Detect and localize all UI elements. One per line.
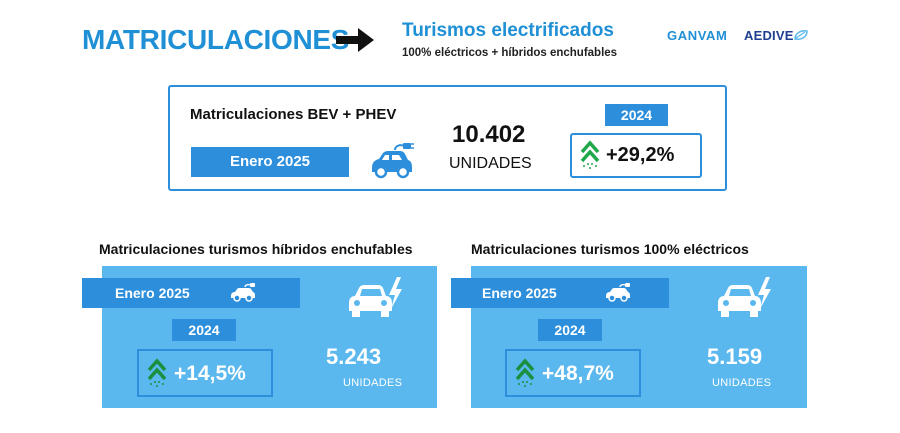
summary-value: 10.402	[452, 121, 526, 148]
electric-car-icon	[349, 277, 402, 317]
bev-unit: UNIDADES	[712, 377, 772, 389]
summary-period: Enero 2025	[191, 147, 349, 177]
phev-unit: UNIDADES	[343, 377, 403, 389]
phev-panel-title: Matriculaciones turismos híbridos enchuf…	[99, 241, 413, 257]
ganvam-logo: GANVAM	[667, 28, 728, 43]
phev-change-box	[137, 349, 273, 397]
phev-value: 5.243	[326, 344, 382, 369]
bev-change: +48,7%	[542, 362, 614, 385]
plug-car-icon	[372, 143, 414, 179]
arrow-right-icon	[336, 28, 374, 52]
electric-car-icon	[718, 277, 771, 317]
phev-period: Enero 2025	[82, 278, 300, 308]
bev-period: Enero 2025	[451, 278, 669, 308]
trend-up-icon	[580, 140, 600, 169]
summary-change: +29,2%	[606, 144, 675, 166]
summary-comparison-year: 2024	[605, 104, 668, 126]
plug-car-icon	[606, 283, 630, 302]
aedive-logo: AEDIVE	[744, 28, 794, 43]
phev-comparison-year: 2024	[172, 319, 236, 341]
aedive-logo-mark-icon	[794, 30, 808, 40]
bev-panel-title: Matriculaciones turismos 100% eléctricos	[471, 241, 749, 257]
bev-comparison-year: 2024	[538, 319, 602, 341]
subtitle-caption: 100% eléctricos + híbridos enchufables	[402, 47, 618, 59]
bev-value: 5.159	[707, 344, 763, 369]
summary-title: Matriculaciones BEV + PHEV	[190, 106, 397, 123]
phev-change: +14,5%	[174, 362, 246, 385]
summary-unit: UNIDADES	[449, 155, 532, 172]
page-title: MATRICULACIONES	[82, 24, 350, 55]
trend-up-icon	[147, 358, 167, 387]
plug-car-icon	[231, 283, 255, 302]
subtitle: Turismos electrificados	[402, 20, 614, 41]
trend-up-icon	[515, 358, 535, 387]
